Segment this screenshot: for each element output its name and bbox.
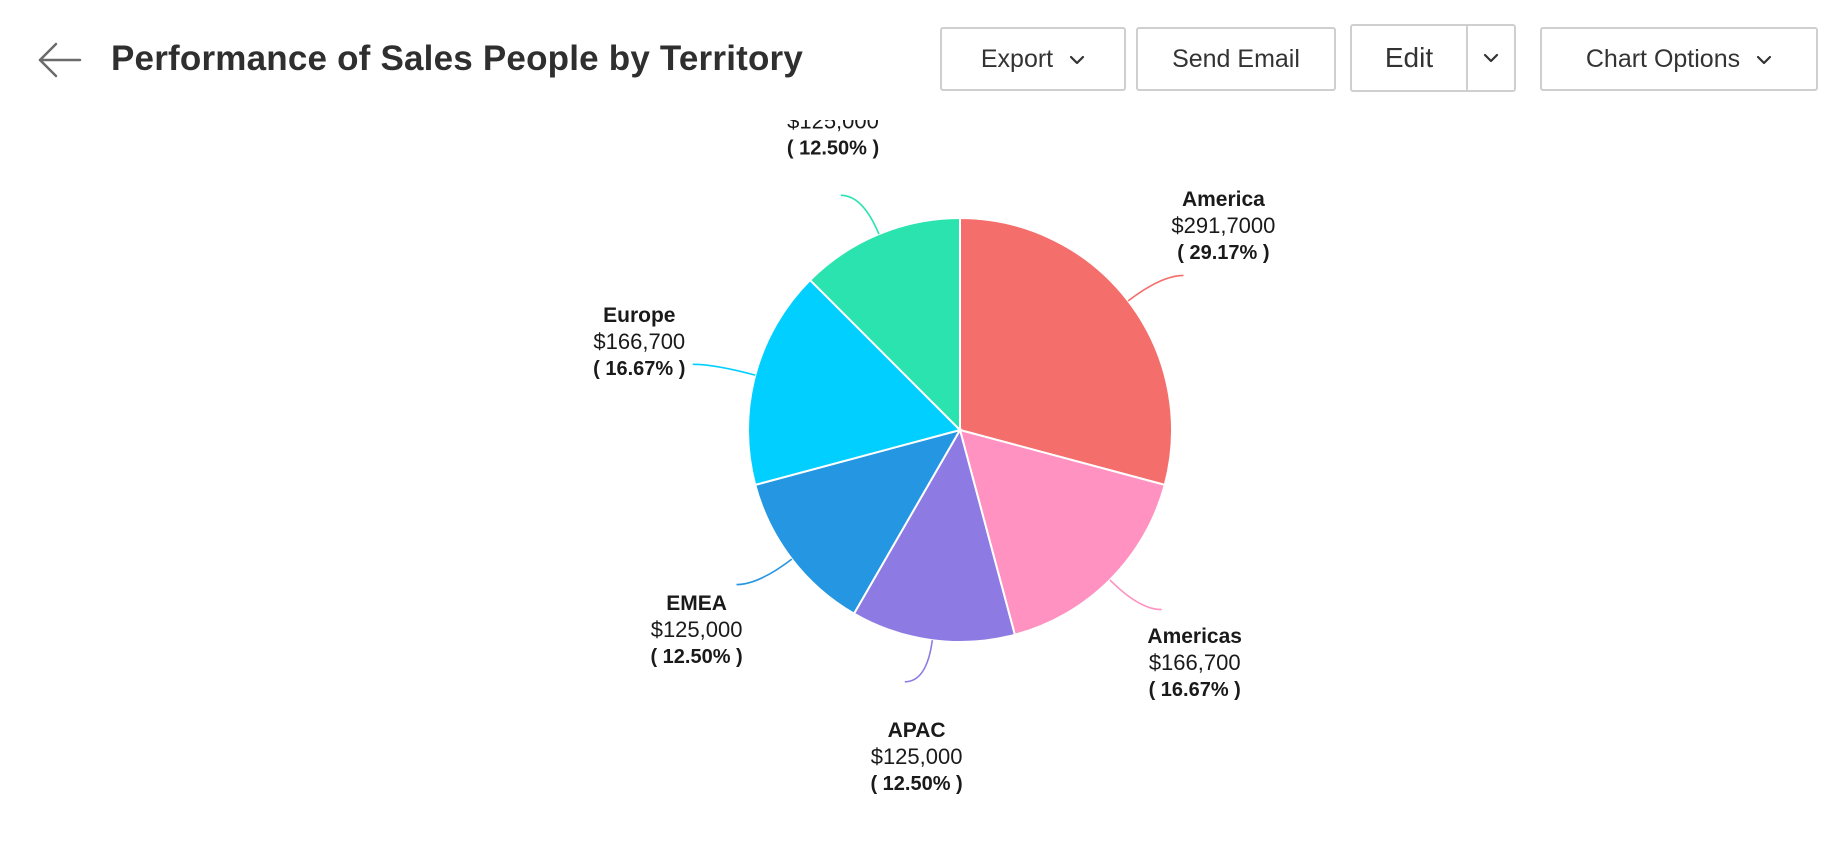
export-button-label: Export	[980, 44, 1054, 73]
slice-name: EMEA	[666, 592, 727, 615]
slice-name: Europe	[603, 304, 675, 327]
chart-options-button-label: Chart Options	[1585, 44, 1741, 73]
slice-label-europe: Europe $166,700 ( 16.67% )	[593, 304, 685, 380]
pie-slice-america[interactable]	[959, 216, 1173, 487]
pie-slice-emea[interactable]	[754, 428, 963, 615]
slice-value: $125,000	[787, 120, 879, 133]
slice-value: $166,700	[1149, 650, 1241, 675]
chevron-down-icon	[1483, 53, 1499, 63]
pie-slices	[747, 216, 1173, 643]
edit-dropdown-button[interactable]	[1468, 26, 1514, 90]
edit-button-label: Edit	[1384, 42, 1434, 73]
slice-label-americas: Americas $166,700 ( 16.67% )	[1147, 625, 1242, 701]
slice-percent: ( 12.50% )	[870, 773, 962, 795]
leader-line-latam	[840, 194, 880, 235]
pie-slice-latam[interactable]	[808, 216, 961, 433]
leader-line-america	[1127, 274, 1184, 302]
slice-name: America	[1182, 188, 1265, 211]
slice-name: Americas	[1147, 625, 1242, 648]
edit-button-group: Edit	[1350, 24, 1516, 92]
slice-percent: ( 16.67% )	[593, 358, 685, 380]
arrow-left-icon[interactable]	[36, 38, 84, 82]
pie-slice-europe[interactable]	[747, 278, 962, 487]
chart-options-button[interactable]: Chart Options	[1540, 27, 1818, 91]
slice-label-emea: EMEA $125,000 ( 12.50% )	[650, 592, 742, 668]
leader-line-apac	[904, 640, 934, 683]
slice-name: APAC	[888, 719, 946, 742]
chevron-down-icon	[1757, 55, 1772, 65]
chart-area: America $291,7000( 29.17% ) Americas $166,7…	[0, 120, 1845, 847]
edit-button[interactable]: Edit	[1352, 26, 1468, 90]
slice-label-latam: LATAM$125,000( 12.50% )	[787, 120, 879, 159]
page-header: Performance of Sales People by Territory…	[0, 0, 1845, 120]
export-button[interactable]: Export	[940, 27, 1126, 91]
slice-value: $125,000	[871, 744, 963, 769]
send-email-button[interactable]: Send Email	[1136, 27, 1336, 91]
slice-label-apac: APAC $125,000 ( 12.50% )	[870, 719, 962, 795]
leader-line-europe	[692, 363, 756, 376]
pie-chart: America $291,7000( 29.17% )Americas $166,7…	[593, 120, 1275, 795]
slice-percent: ( 16.67% )	[1149, 679, 1241, 701]
slice-percent: ( 29.17% )	[1177, 242, 1269, 264]
leader-line-emea	[736, 558, 793, 586]
slice-value: $291,7000	[1171, 213, 1275, 238]
send-email-button-label: Send Email	[1172, 44, 1300, 73]
slice-percent: ( 12.50% )	[650, 646, 742, 668]
slice-value: $125,000	[651, 617, 743, 642]
pie-slice-americas[interactable]	[958, 428, 1166, 637]
slice-percent: ( 12.50% )	[787, 137, 879, 159]
leader-line-americas	[1109, 579, 1162, 611]
slice-value: $166,700	[593, 329, 685, 354]
chevron-down-icon	[1070, 55, 1085, 65]
page-title: Performance of Sales People by Territory	[111, 39, 804, 78]
slice-label-america: America $291,7000 ( 29.17% )	[1171, 188, 1275, 264]
pie-slice-apac[interactable]	[852, 427, 1017, 643]
pie-labels: America $291,7000( 29.17% )Americas $166,7…	[593, 120, 1275, 795]
